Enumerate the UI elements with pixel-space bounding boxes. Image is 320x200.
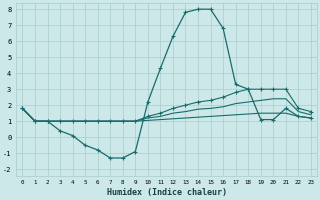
- X-axis label: Humidex (Indice chaleur): Humidex (Indice chaleur): [107, 188, 227, 197]
